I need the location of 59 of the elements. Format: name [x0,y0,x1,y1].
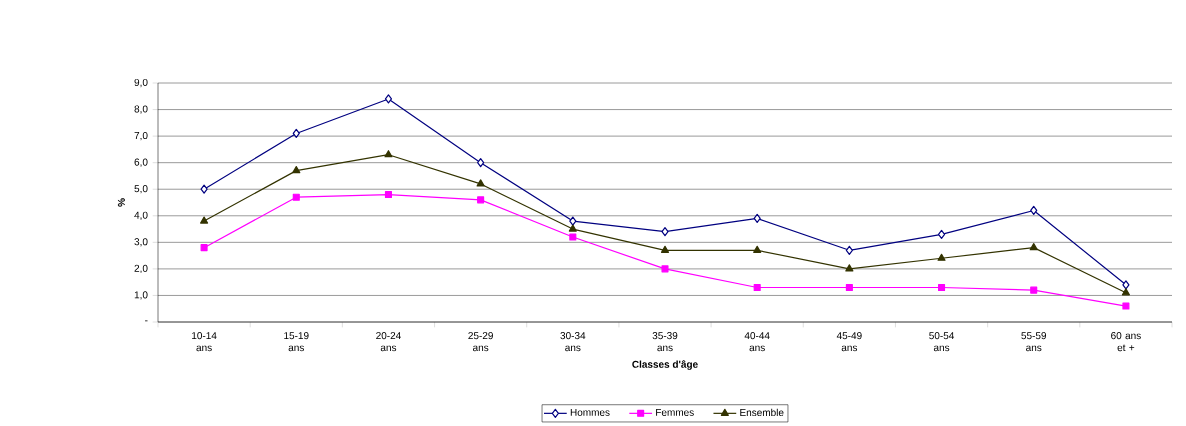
point [753,213,761,224]
point [569,216,577,226]
point [568,224,577,232]
point [1030,286,1038,294]
point [200,184,208,194]
point [661,265,669,273]
point [292,193,300,201]
point [845,245,853,255]
point [660,245,670,253]
point [384,94,393,104]
y-tick-label: 6,0 [134,158,148,167]
y-tick-label: 1,0 [134,291,148,300]
x-tick-label: 45-49 ans [836,332,862,352]
y-tick-label: 2,0 [134,264,148,274]
x-axis-title: Classes d'âge [632,360,698,370]
x-tick-label: 25-29 ans [468,332,493,352]
legend-label: Ensemble [740,408,784,417]
legend-label: Hommes [570,408,610,416]
x-tick-label: 50-54 ans [929,332,955,352]
point [384,150,393,158]
x-tick-label: 40-44 ans [744,332,770,352]
point [753,283,761,292]
x-tick-label: 60 ans et + [1111,332,1141,352]
y-tick-label: 8,0 [134,105,148,114]
point [292,128,300,139]
x-tick-label: 15-19 ans [284,332,309,352]
y-tick-label: 4,0 [134,211,148,220]
point [200,244,208,252]
point [1122,302,1130,310]
point [937,229,946,239]
point [753,245,762,253]
point [938,283,946,292]
x-tick-label: 30-34 ans [560,332,586,352]
point [569,233,577,241]
y-tick-label: - [145,320,148,322]
point [1121,288,1130,296]
point [384,191,392,199]
point [477,158,485,168]
y-axis-title: % [117,198,125,207]
legend-label: Femmes [656,408,694,416]
x-tick-label: 55-59 ans [1021,332,1047,352]
point [845,283,853,292]
x-tick-label: 20-24 ans [376,332,401,352]
y-tick-label: 7,0 [134,131,148,141]
point [845,264,854,272]
y-tick-label: 3,0 [134,238,148,247]
point [476,179,485,187]
x-tick-label: 10-14 ans [192,332,217,352]
point [292,166,301,174]
point [661,227,669,237]
x-tick-label: 35-39 ans [652,332,678,352]
y-tick-label: 5,0 [134,185,148,194]
point [937,253,946,261]
point [477,196,485,204]
y-tick-label: 9,0 [134,78,148,88]
point [1030,205,1038,216]
point [1029,243,1038,251]
point [1122,280,1130,290]
point [200,216,209,224]
